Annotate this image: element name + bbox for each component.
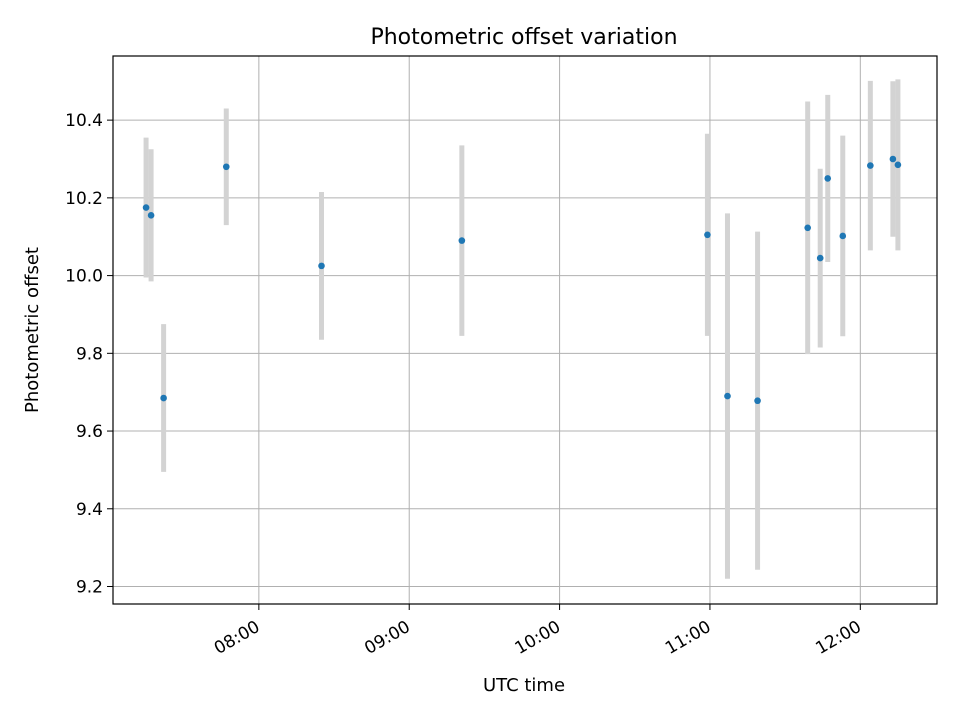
data-point (889, 155, 897, 163)
data-point (160, 394, 167, 402)
x-axis-label: UTC time (483, 675, 565, 696)
x-tick-label: 11:00 (662, 617, 714, 659)
y-tick-label: 9.4 (76, 500, 103, 520)
data-point (867, 162, 874, 169)
data-point (704, 231, 711, 239)
x-axis: 08:00 09:00 10:00 11:00 12:00 (211, 604, 865, 659)
x-tick-label: 12:00 (812, 617, 864, 659)
y-axis-label: Photometric offset (22, 247, 43, 413)
y-tick-label: 9.6 (76, 422, 103, 442)
y-axis: 9.2 9.4 9.6 9.8 10.0 10.2 10.4 (65, 111, 113, 598)
data-point (147, 212, 155, 219)
y-tick-label: 10.2 (65, 189, 103, 209)
y-tick-label: 10.4 (65, 111, 103, 131)
y-tick-label: 10.0 (65, 267, 103, 287)
data-point (222, 163, 230, 171)
grid (113, 56, 937, 604)
x-tick-label: 08:00 (211, 617, 263, 659)
plot-frame (112, 55, 938, 605)
y-tick-label: 9.8 (76, 344, 103, 364)
data-point (894, 161, 902, 169)
data-point (318, 262, 325, 270)
data-points (142, 155, 902, 405)
chart-title: Photometric offset variation (370, 25, 677, 50)
x-tick-label: 10:00 (512, 617, 564, 659)
data-point (754, 397, 761, 405)
data-point (804, 224, 811, 232)
y-tick-label: 9.2 (76, 578, 103, 598)
data-point (839, 232, 847, 240)
data-point (724, 392, 731, 400)
x-tick-label: 09:00 (361, 617, 413, 659)
data-point (142, 204, 150, 211)
data-point (824, 175, 832, 182)
data-point (816, 254, 824, 262)
data-point (458, 237, 466, 244)
